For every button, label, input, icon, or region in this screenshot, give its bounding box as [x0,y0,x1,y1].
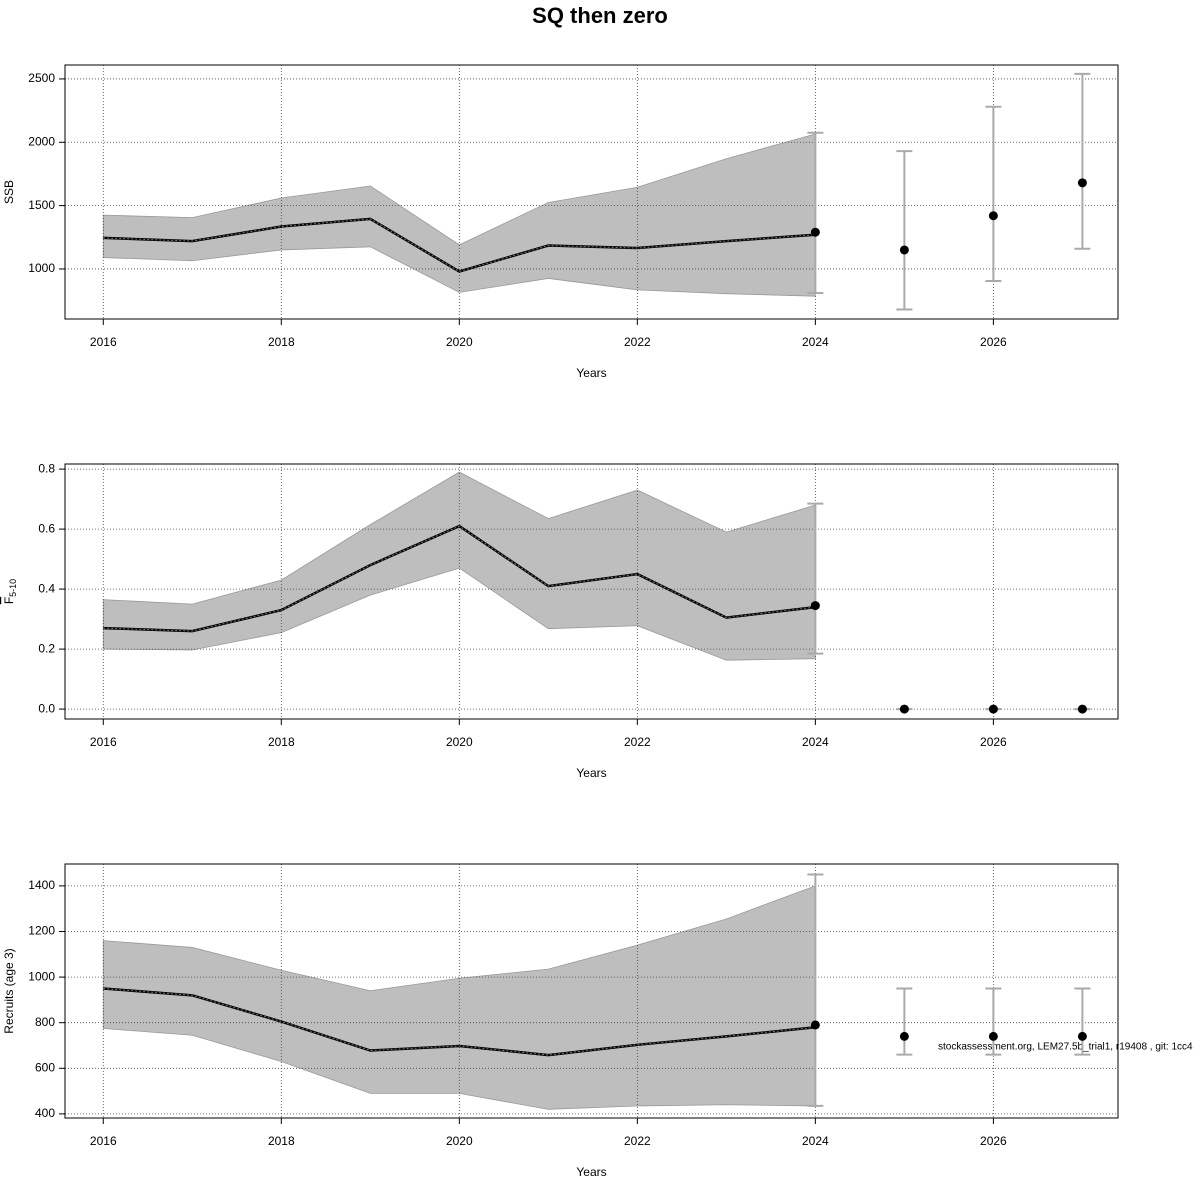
y-axis-label: SSB [2,180,16,204]
forecast-point [899,704,909,714]
x-tick-label: 2020 [446,335,473,349]
y-axis-label: Recruits (age 3) [2,948,16,1033]
x-tick-label: 2026 [980,1134,1007,1148]
x-tick-label: 2022 [624,735,651,749]
figure-title: SQ then zero [532,3,668,28]
forecast-point [810,601,820,611]
forecast-point [899,245,909,255]
y-tick-label: 0.6 [38,521,55,535]
x-tick-label: 2026 [980,335,1007,349]
y-tick-label: 600 [35,1060,55,1074]
forecast-point [988,1031,998,1041]
x-tick-label: 2022 [624,1134,651,1148]
forecast-point [988,704,998,714]
x-tick-label: 2024 [802,735,829,749]
y-tick-label: 1500 [28,198,55,212]
x-tick-label: 2022 [624,335,651,349]
x-tick-label: 2016 [90,1134,117,1148]
plot-frame [64,863,1119,1119]
forecast-point [1077,704,1087,714]
panel: 2016 2018 2020 2022 2024 2026 0.0 0.2 0.4 0.6 0.8 Y… [2,461,1119,780]
y-axis-label-main: F [2,597,16,604]
y-tick-label: 0.0 [38,701,55,715]
y-tick-label: 800 [35,1015,55,1029]
x-axis-label: Years [576,766,606,780]
y-tick-label: 0.2 [38,641,55,655]
x-tick-label: 2016 [90,335,117,349]
y-axis-label: F5-10 [2,579,18,604]
panel: 2016 2018 2020 2022 2024 2026 400 600 800 1000 120… [2,863,1119,1179]
estimate-line-dash [103,525,816,632]
y-tick-label: 0.8 [38,461,55,475]
y-axis-label-sub: 5-10 [8,579,18,597]
x-tick-label: 2018 [268,735,295,749]
y-tick-label: 1000 [28,969,55,983]
x-axis-label: Years [576,1165,606,1179]
x-tick-label: 2020 [446,1134,473,1148]
x-tick-label: 2016 [90,735,117,749]
estimate-line-dash [103,218,816,273]
x-tick-label: 2018 [268,335,295,349]
forecast-point [899,1031,909,1041]
plot-frame [64,463,1119,720]
x-tick-label: 2018 [268,1134,295,1148]
forecast-point [1077,178,1087,188]
plot-frame [64,64,1119,320]
estimate-line-dash [103,987,816,1056]
y-tick-label: 2500 [28,71,55,85]
panel: 2016 2018 2020 2022 2024 2026 1000 1500 2000 2500… [2,64,1119,380]
y-tick-label: 400 [35,1106,55,1120]
x-tick-label: 2024 [802,335,829,349]
x-tick-label: 2024 [802,1134,829,1148]
x-axis-label: Years [576,366,606,380]
y-tick-label: 1000 [28,261,55,275]
confidence-band [102,885,816,1110]
y-tick-label: 0.4 [38,581,55,595]
forecast-point [1077,1031,1087,1041]
footer-note: stockassessment.org, LEM27.5b_trial1, r1… [938,1042,1193,1053]
forecast-point [810,1020,820,1030]
y-tick-label: 1200 [28,924,55,938]
x-tick-label: 2026 [980,735,1007,749]
y-tick-label: 2000 [28,134,55,148]
x-tick-label: 2020 [446,735,473,749]
forecast-point [988,211,998,221]
forecast-point [810,227,820,237]
y-tick-label: 1400 [28,878,55,892]
